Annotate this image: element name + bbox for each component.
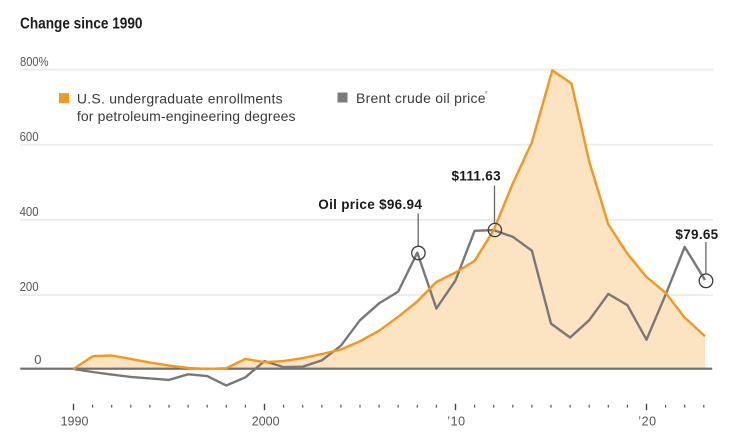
svg-text:’10: ’10: [447, 414, 465, 428]
svg-text:for petroleum-engineering degr: for petroleum-engineering degrees: [77, 108, 296, 124]
svg-text:2000: 2000: [252, 414, 280, 428]
svg-text:200: 200: [20, 279, 39, 294]
svg-text:$79.65: $79.65: [675, 227, 718, 242]
svg-text:’20: ’20: [638, 414, 656, 428]
svg-text:800%: 800%: [20, 54, 49, 69]
svg-text:$111.63: $111.63: [452, 169, 502, 184]
svg-text:600: 600: [20, 129, 39, 144]
svg-text:U.S. undergraduate enrollments: U.S. undergraduate enrollments: [77, 91, 283, 107]
svg-text:0: 0: [34, 352, 41, 367]
svg-text:Change since 1990: Change since 1990: [20, 15, 143, 32]
svg-text:1990: 1990: [61, 414, 89, 428]
svg-text:Brent crude oil price: Brent crude oil price: [356, 90, 486, 106]
svg-text:Oil price $96.94: Oil price $96.94: [318, 197, 422, 212]
svg-text:*: *: [485, 89, 489, 99]
svg-text:400: 400: [20, 204, 39, 219]
